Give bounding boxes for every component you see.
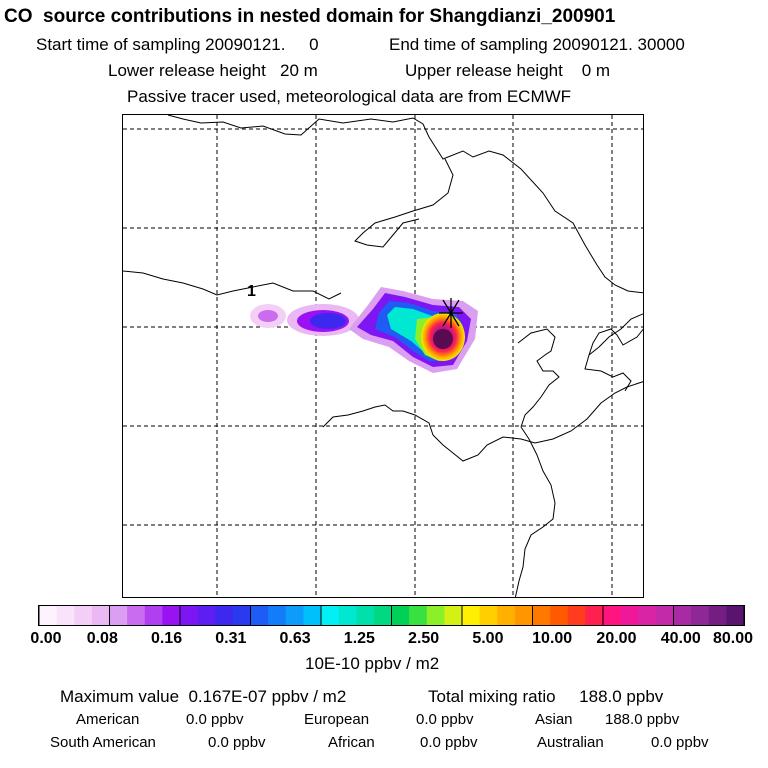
colorbar-swatch xyxy=(144,606,163,625)
colorbar-tick-label: 1.25 xyxy=(343,630,375,647)
colorbar-swatches xyxy=(39,606,744,625)
colorbar-swatch xyxy=(462,606,481,625)
lat-lon-grid xyxy=(123,115,643,597)
colorbar-swatch xyxy=(514,606,534,625)
colorbar-swatch xyxy=(673,606,692,625)
plus-star-marker xyxy=(439,298,463,328)
colorbar-swatch xyxy=(338,606,357,625)
colorbar-swatch xyxy=(303,606,322,625)
colorbar-swatch xyxy=(250,606,269,625)
colorbar-swatch xyxy=(232,606,252,625)
colorbar-swatch xyxy=(585,606,604,625)
total-mixing-ratio-label: Total mixing ratio 188.0 ppbv xyxy=(428,687,664,706)
region-value-australian: 0.0 ppbv xyxy=(651,734,709,751)
tracer-note: Passive tracer used, meteorological data… xyxy=(127,87,572,106)
region-value-european: 0.0 ppbv xyxy=(416,711,474,728)
upper-release-height-label: Upper release height 0 m xyxy=(405,61,611,80)
region-name-african: African xyxy=(328,734,375,751)
colorbar-swatch xyxy=(567,606,586,625)
concentration-plume xyxy=(250,287,478,373)
colorbar-swatch xyxy=(726,606,744,625)
map-canvas: 1 xyxy=(123,115,643,597)
colorbar-tick-label: 0.16 xyxy=(150,630,183,647)
colorbar-swatch xyxy=(691,606,710,625)
maximum-value-label: Maximum value 0.167E-07 ppbv / m2 xyxy=(60,687,347,706)
colorbar-swatch xyxy=(285,606,304,625)
colorbar-swatch xyxy=(708,606,727,625)
colorbar-swatch xyxy=(162,606,181,625)
colorbar-swatch xyxy=(91,606,111,625)
colorbar-tick-label: 0.08 xyxy=(86,630,118,647)
plot-title: CO source contributions in nested domain… xyxy=(4,6,616,27)
colorbar-swatch xyxy=(197,606,216,625)
colorbar-swatch xyxy=(180,606,199,625)
colorbar-swatch xyxy=(532,606,551,625)
map-panel: 1 xyxy=(122,114,644,598)
colorbar-tick-label: 0.31 xyxy=(215,630,247,647)
colorbar-swatch xyxy=(321,606,340,625)
colorbar-unit-label: 10E-10 ppbv / m2 xyxy=(305,654,440,673)
start-time-label: Start time of sampling 20090121. 0 xyxy=(36,35,319,54)
colorbar-swatch xyxy=(620,606,639,625)
colorbar-tick-label: 2.50 xyxy=(408,630,440,647)
colorbar-swatch xyxy=(74,606,93,625)
colorbar-tick-label: 0.63 xyxy=(279,630,311,647)
colorbar-swatch xyxy=(39,606,58,625)
lower-release-height-label: Lower release height 20 m xyxy=(108,61,318,80)
colorbar-swatch xyxy=(603,606,622,625)
region-name-south-american: South American xyxy=(50,734,156,751)
colorbar xyxy=(38,605,745,626)
region-name-australian: Australian xyxy=(537,734,604,751)
colorbar-tick-label: 5.00 xyxy=(472,630,504,647)
end-time-label: End time of sampling 20090121. 30000 xyxy=(389,35,685,54)
colorbar-tick-label: 10.00 xyxy=(532,630,573,647)
region-value-african: 0.0 ppbv xyxy=(420,734,478,751)
colorbar-swatch xyxy=(215,606,234,625)
colorbar-swatch xyxy=(444,606,463,625)
colorbar-tick-labels: 0.00 0.08 0.16 0.31 0.63 1.25 2.50 5.00 10.00 20.… xyxy=(0,630,768,650)
colorbar-swatch xyxy=(479,606,498,625)
region-name-asian: Asian xyxy=(535,711,573,728)
colorbar-swatch xyxy=(373,606,393,625)
colorbar-swatch xyxy=(127,606,146,625)
region-value-asian: 188.0 ppbv xyxy=(605,711,680,728)
colorbar-swatch xyxy=(497,606,516,625)
region-value-american: 0.0 ppbv xyxy=(186,711,244,728)
colorbar-swatch xyxy=(638,606,657,625)
colorbar-swatch xyxy=(268,606,287,625)
colorbar-tick-label: 20.00 xyxy=(596,630,637,647)
colorbar-swatch xyxy=(550,606,569,625)
country-borders xyxy=(123,115,643,597)
colorbar-swatch xyxy=(391,606,410,625)
colorbar-swatch xyxy=(109,606,128,625)
region-value-south-american: 0.0 ppbv xyxy=(208,734,266,751)
colorbar-swatch xyxy=(426,606,445,625)
colorbar-swatch xyxy=(56,606,75,625)
colorbar-swatch xyxy=(409,606,428,625)
region-name-european: European xyxy=(304,711,370,728)
colorbar-tick-label: 40.00 xyxy=(660,630,701,647)
colorbar-swatch xyxy=(655,606,675,625)
colorbar-swatch xyxy=(356,606,375,625)
colorbar-tick-label: 80.00 xyxy=(712,630,754,647)
contour-label: 1 xyxy=(247,283,256,300)
region-name-american: American xyxy=(76,711,140,728)
colorbar-tick-label: 0.00 xyxy=(30,630,62,647)
